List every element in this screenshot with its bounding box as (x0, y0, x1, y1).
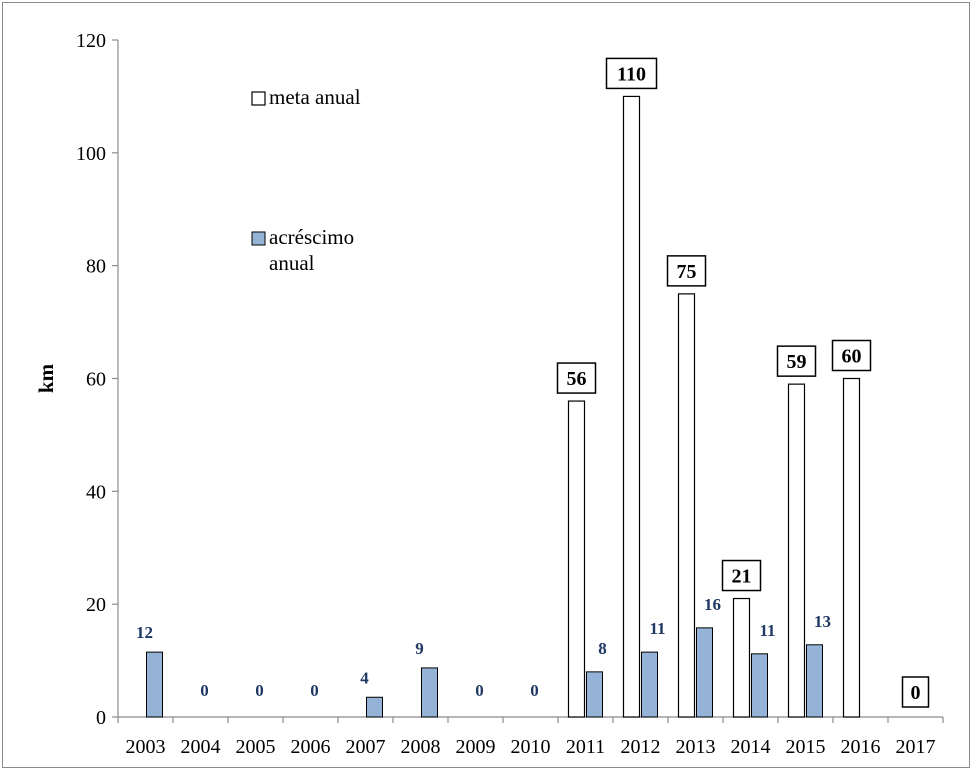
data-label-meta-2012: 110 (617, 63, 646, 85)
legend-swatch-acrescimo-anual (251, 231, 266, 246)
x-tick-label: 2014 (731, 736, 771, 758)
x-tick-label: 2012 (621, 736, 661, 758)
data-label-acrescimo-2003: 12 (136, 623, 153, 642)
data-label-acrescimo-2004: 0 (200, 681, 209, 700)
x-tick-label: 2009 (456, 736, 496, 758)
data-label-box-meta-2016 (831, 339, 872, 372)
data-label-acrescimo-2005: 0 (255, 681, 264, 700)
data-label-acrescimo-2010: 0 (530, 681, 539, 700)
data-label-acrescimo-2009: 0 (475, 681, 484, 700)
x-tick-label: 2013 (676, 736, 716, 758)
bar-acrescimo-anual-2014 (751, 653, 768, 718)
data-label-meta-2015: 59 (787, 351, 807, 373)
legend-swatch-meta-anual (251, 91, 266, 106)
bar-acrescimo-anual-2013 (696, 627, 713, 718)
y-axis-label: km (34, 363, 58, 393)
x-tick-label: 2011 (566, 736, 605, 758)
bar-acrescimo-anual-2008 (421, 667, 438, 718)
data-label-acrescimo-2011: 8 (598, 639, 607, 658)
y-tick-label: 20 (86, 594, 106, 616)
x-tick-label: 2015 (786, 736, 826, 758)
x-tick-label: 2003 (126, 736, 166, 758)
data-label-acrescimo-2015: 13 (814, 612, 831, 631)
x-tick-label: 2017 (896, 736, 936, 758)
data-label-meta-2014: 21 (732, 566, 752, 588)
data-label-box-meta-2012 (605, 57, 658, 90)
bar-acrescimo-anual-2011 (586, 671, 603, 718)
bar-acrescimo-anual-2015 (806, 644, 823, 718)
data-label-meta-2016: 60 (842, 346, 862, 368)
bar-acrescimo-anual-2007 (366, 696, 383, 718)
x-tick-label: 2006 (291, 736, 331, 758)
x-tick-label: 2004 (181, 736, 221, 758)
data-label-acrescimo-2008: 9 (415, 639, 424, 658)
x-tick-label: 2007 (346, 736, 386, 758)
y-tick-label: 40 (86, 481, 106, 503)
legend-label-acrescimo-anual: acréscimo anual (269, 225, 354, 275)
bar-meta-anual-2016 (842, 377, 861, 718)
x-tick-label: 2008 (401, 736, 441, 758)
data-label-acrescimo-2012: 11 (649, 619, 665, 638)
bar-acrescimo-anual-2012 (641, 651, 658, 718)
data-label-meta-2013: 75 (677, 261, 697, 283)
y-tick-label: 80 (86, 256, 106, 278)
bar-meta-anual-2012 (622, 95, 641, 718)
x-tick-label: 2005 (236, 736, 276, 758)
data-label-box-meta-2017 (901, 676, 930, 708)
data-label-box-meta-2011 (556, 362, 597, 394)
data-label-box-meta-2015 (776, 345, 817, 377)
bar-meta-anual-2013 (677, 293, 696, 718)
data-label-acrescimo-2014: 11 (759, 621, 775, 640)
x-tick-label: 2010 (511, 736, 551, 758)
data-label-meta-2011: 56 (567, 368, 587, 390)
legend-label-meta-anual: meta anual (269, 85, 361, 109)
y-tick-label: 120 (76, 30, 106, 52)
y-tick-label: 60 (86, 369, 106, 391)
y-tick-label: 0 (96, 707, 106, 729)
data-label-meta-2017: 0 (911, 682, 921, 704)
data-label-acrescimo-2006: 0 (310, 681, 319, 700)
x-tick-label: 2016 (841, 736, 881, 758)
y-tick-label: 100 (76, 143, 106, 165)
bar-meta-anual-2011 (567, 400, 586, 718)
data-label-box-meta-2013 (666, 255, 707, 287)
bar-meta-anual-2014 (732, 597, 751, 718)
bar-meta-anual-2015 (787, 383, 806, 718)
data-label-acrescimo-2013: 16 (704, 595, 721, 614)
bar-acrescimo-anual-2003 (146, 651, 163, 718)
data-label-box-meta-2014 (721, 559, 762, 592)
data-label-acrescimo-2007: 4 (360, 668, 369, 687)
